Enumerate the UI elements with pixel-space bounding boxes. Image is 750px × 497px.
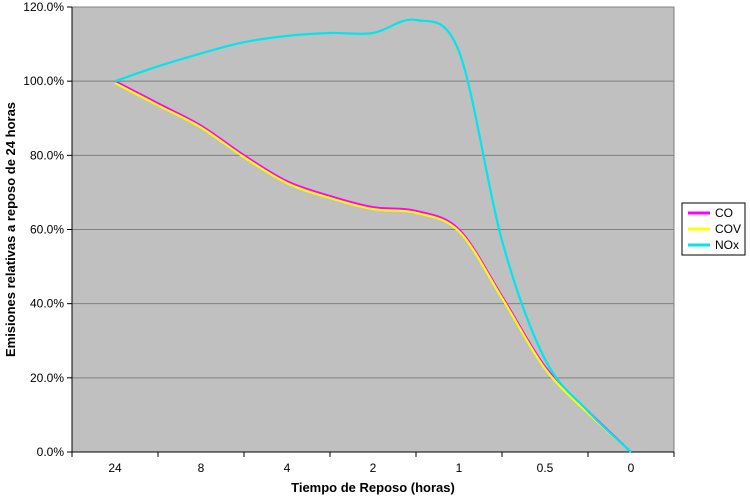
legend-label: NOx [715,238,739,252]
x-axis-title: Tiempo de Reposo (horas) [291,480,455,495]
y-tick-label: 0.0% [37,445,65,459]
series-line-cov [114,82,632,453]
y-axis-title: Emisiones relativas a reposo de 24 horas [3,102,18,357]
gridlines [67,6,674,453]
y-tick-label: 80.0% [30,148,64,162]
legend-label: CO [715,206,733,220]
y-tick-label: 40.0% [30,297,64,311]
series-lines [114,18,632,453]
x-tick-label: 0 [628,461,635,475]
y-tick-label: 20.0% [30,371,64,385]
x-tick-label: 0.5 [537,461,554,475]
x-tick-label: 24 [108,461,122,475]
y-tick-labels: 0.0% 20.0% 40.0% 60.0% 80.0% 100.0% 120.0% [23,0,64,459]
series-line-nox [114,18,632,453]
series-line-co [114,80,632,453]
legend: CO COV NOx [681,202,746,256]
legend-label: COV [715,222,741,236]
x-tick-label: 2 [370,461,377,475]
y-tick-label: 120.0% [23,0,64,14]
x-tick-label: 4 [284,461,291,475]
y-tick-label: 100.0% [23,74,64,88]
x-tick-labels: 24 8 4 2 1 0.5 0 [108,461,634,475]
x-tick-label: 1 [456,461,463,475]
x-tick-label: 8 [198,461,205,475]
y-tick-label: 60.0% [30,223,64,237]
x-tick-marks [71,452,675,457]
